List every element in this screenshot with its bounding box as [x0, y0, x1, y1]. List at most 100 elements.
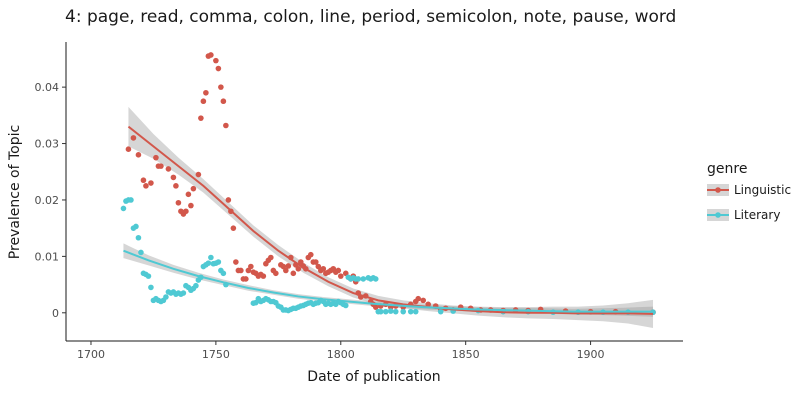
smooth-lines	[123, 125, 654, 315]
data-point	[205, 260, 212, 266]
data-point	[392, 308, 399, 315]
data-point	[285, 263, 292, 269]
smooth-line	[123, 249, 654, 313]
x-axis-ticks: 1700 1750 1800 1850 1900	[77, 341, 605, 361]
data-point	[148, 284, 154, 291]
data-point	[238, 267, 244, 274]
data-point	[133, 223, 139, 230]
data-point	[165, 166, 172, 172]
data-point	[173, 183, 179, 189]
data-point	[283, 267, 289, 274]
data-point	[320, 265, 327, 272]
data-point	[260, 273, 267, 279]
data-point	[372, 304, 379, 310]
data-point	[425, 301, 432, 308]
data-point	[268, 254, 274, 261]
data-point	[337, 273, 344, 279]
y-tick-label: 0	[52, 307, 59, 320]
data-point	[203, 89, 209, 96]
y-tick-label: 0.01	[35, 250, 60, 263]
legend-label: Literary	[734, 208, 780, 222]
x-tick-label: 1800	[327, 348, 355, 361]
data-point	[135, 234, 142, 241]
data-point	[198, 115, 204, 121]
x-tick-label: 1750	[202, 348, 230, 361]
data-point	[243, 276, 249, 282]
confidence-band	[123, 243, 654, 317]
data-point	[130, 135, 137, 141]
data-point	[248, 263, 254, 270]
data-point	[153, 154, 159, 161]
data-point	[140, 177, 147, 184]
data-point	[128, 197, 134, 203]
data-point	[400, 308, 407, 315]
x-axis-title: Date of publication	[307, 369, 440, 385]
data-point	[342, 302, 349, 309]
legend-title: genre	[707, 161, 747, 177]
y-tick-label: 0.02	[35, 194, 60, 207]
data-point	[308, 251, 314, 258]
data-point	[195, 171, 202, 178]
data-point	[355, 276, 362, 282]
data-point	[372, 276, 379, 282]
legend-key-point	[715, 187, 721, 193]
data-point	[290, 270, 297, 277]
data-point	[387, 308, 394, 314]
chart-title: 4: page, read, comma, colon, line, perio…	[65, 7, 676, 27]
x-tick-label: 1900	[577, 348, 605, 361]
data-point	[273, 270, 279, 277]
data-point	[377, 308, 384, 315]
data-point	[143, 183, 149, 189]
data-point	[420, 297, 427, 304]
data-point	[233, 259, 239, 265]
plot-area	[120, 52, 656, 329]
confidence-bands	[123, 106, 654, 329]
data-point	[175, 199, 182, 206]
data-point	[220, 98, 227, 105]
y-tick-label: 0.03	[35, 138, 60, 151]
data-point	[135, 152, 142, 158]
data-point	[163, 294, 169, 300]
data-point	[437, 308, 444, 315]
data-point	[295, 265, 302, 272]
data-point	[220, 270, 227, 277]
data-point	[125, 146, 132, 152]
smooth-line	[127, 125, 654, 315]
data-point	[120, 205, 127, 212]
confidence-band	[128, 106, 654, 329]
y-axis-ticks: 0 0.01 0.02 0.03 0.04	[35, 81, 66, 320]
data-point	[188, 202, 194, 209]
data-point	[230, 225, 237, 231]
data-point	[407, 308, 414, 315]
legend-label: Linguistic	[734, 183, 791, 197]
data-point	[208, 52, 214, 58]
data-point	[215, 65, 222, 72]
data-point	[213, 57, 219, 64]
data-point	[193, 282, 199, 289]
data-point	[225, 197, 232, 203]
data-point	[415, 295, 422, 302]
x-tick-label: 1850	[452, 348, 480, 361]
data-point	[180, 290, 187, 296]
data-point	[185, 191, 192, 198]
data-point	[148, 180, 154, 186]
data-point	[138, 249, 144, 256]
data-point	[335, 267, 342, 274]
y-axis-title: Prevalence of Topic	[7, 125, 23, 259]
data-point	[183, 208, 189, 215]
data-point	[223, 122, 229, 129]
data-point	[360, 276, 367, 282]
data-point	[218, 84, 224, 90]
data-point	[158, 163, 164, 169]
legend: genre Linguistic Literary	[707, 161, 791, 222]
data-point	[200, 98, 207, 105]
y-tick-label: 0.04	[35, 81, 60, 94]
data-point	[208, 254, 214, 261]
x-tick-label: 1700	[77, 348, 105, 361]
data-point	[215, 259, 222, 265]
data-point	[190, 185, 197, 192]
data-point	[170, 174, 177, 181]
legend-key-point	[715, 212, 721, 218]
data-point	[145, 273, 152, 279]
